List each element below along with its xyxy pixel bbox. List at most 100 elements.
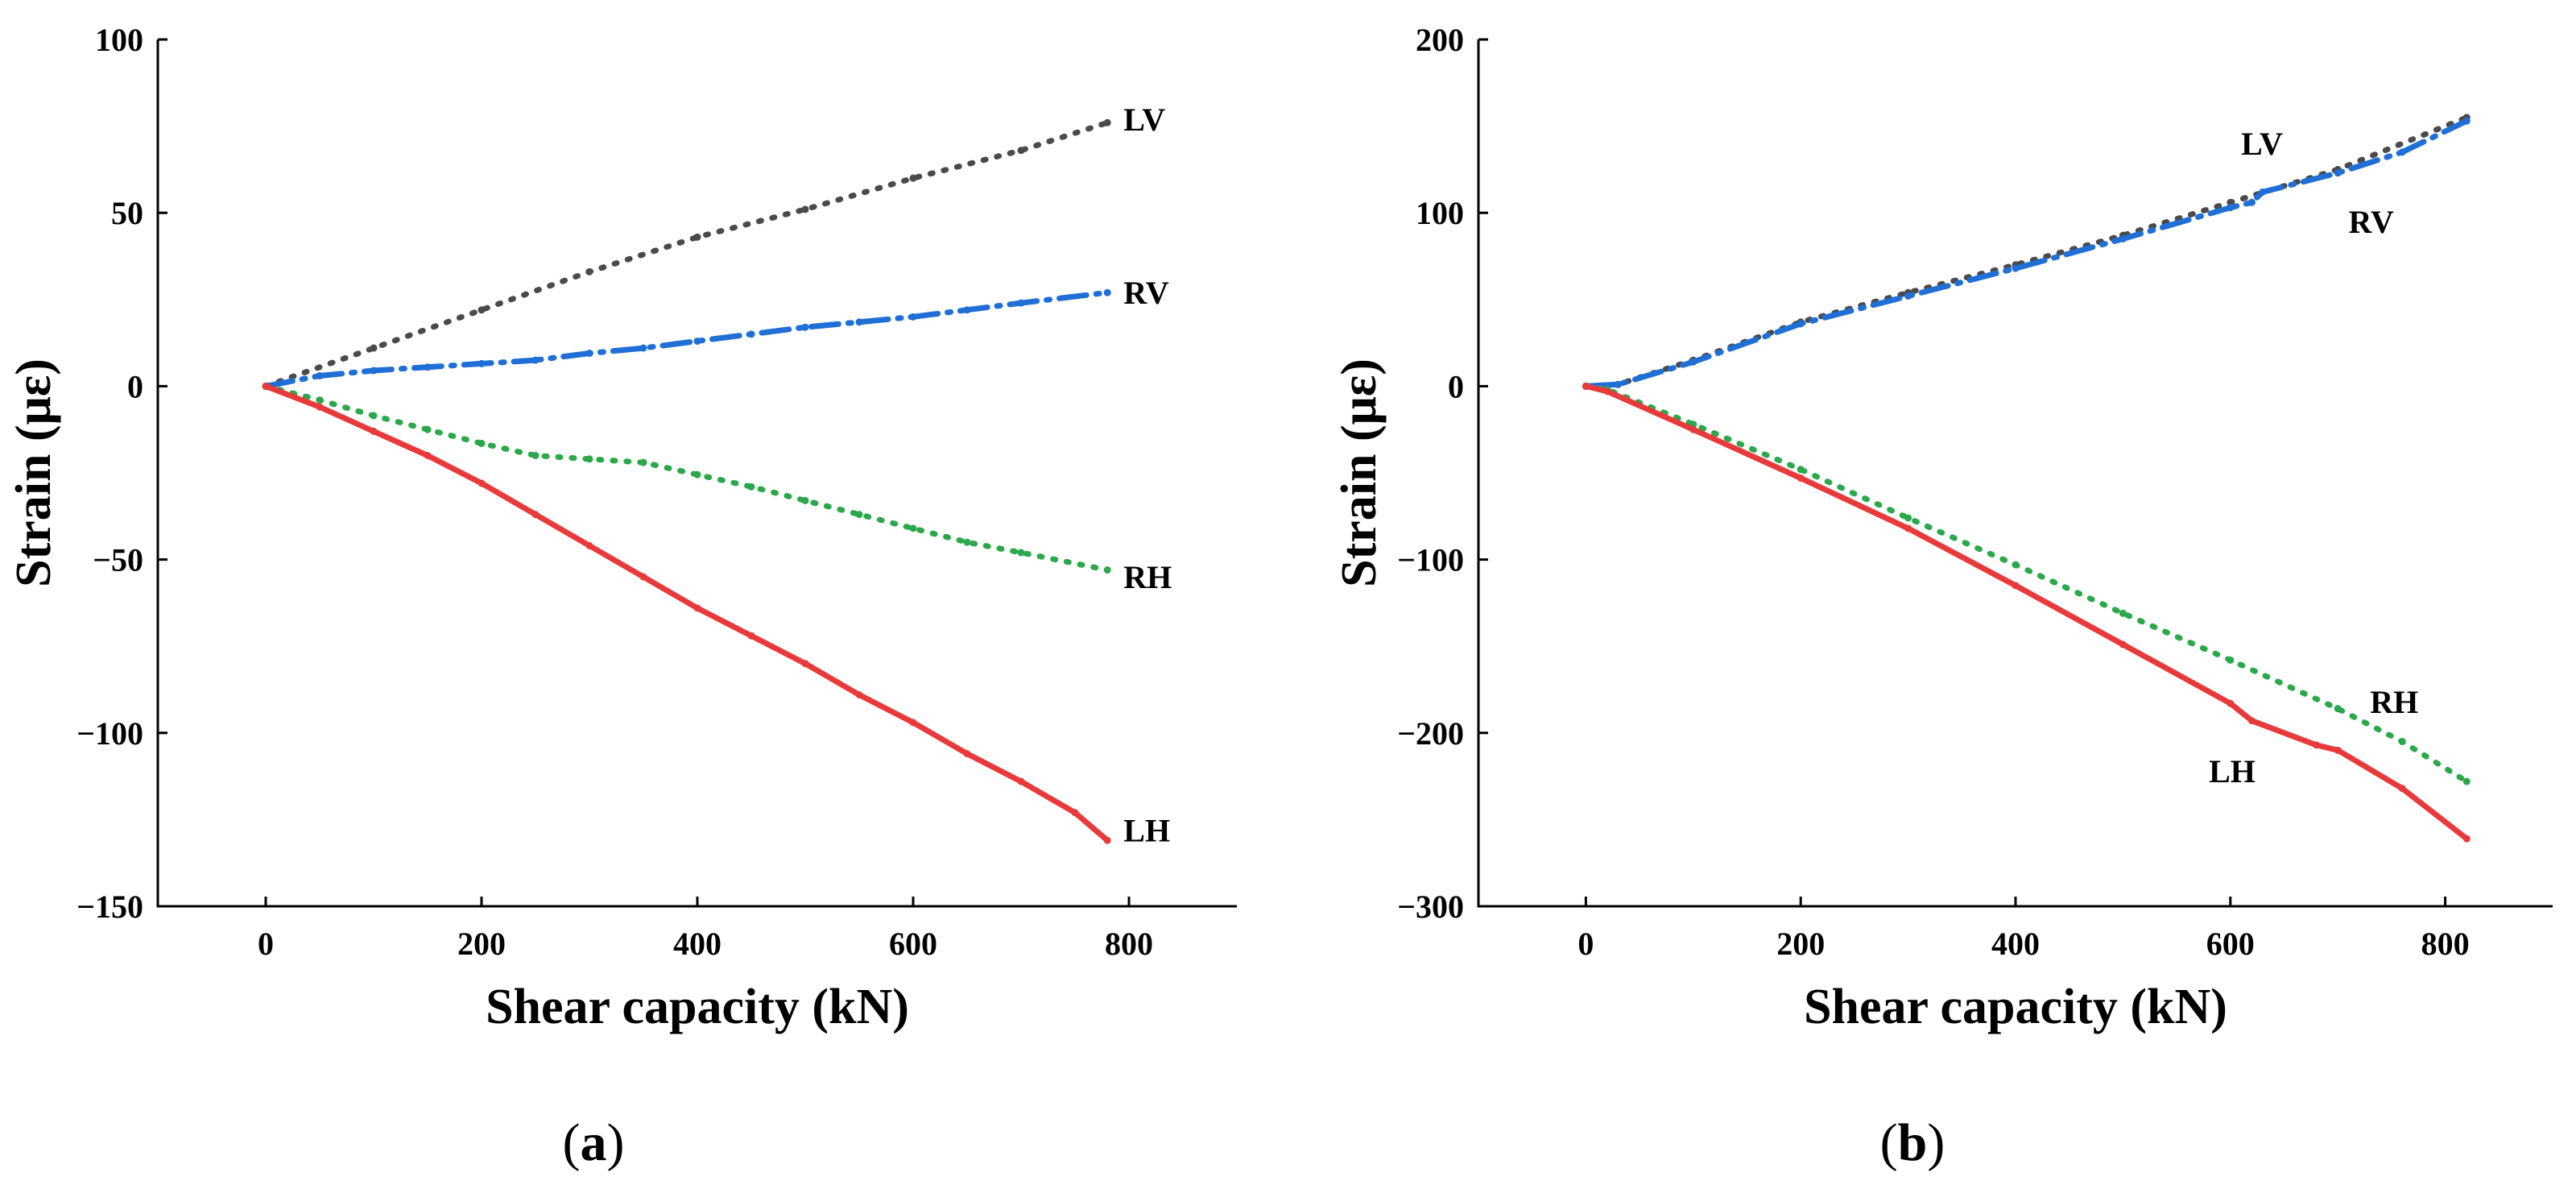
- data-point-lh: [316, 403, 324, 411]
- panel-label: (b): [1880, 1113, 1945, 1172]
- data-point-lh: [262, 382, 270, 390]
- data-point-rv: [1614, 380, 1622, 388]
- data-point-rh: [801, 496, 809, 504]
- data-point-lv: [801, 205, 809, 213]
- data-point-lh: [2227, 699, 2235, 707]
- data-point-rh: [531, 451, 540, 459]
- series-label-rh: RH: [1123, 559, 1172, 595]
- data-point-lh: [1582, 382, 1590, 390]
- panel-label: (a): [563, 1113, 625, 1172]
- data-point-lh: [1071, 809, 1079, 817]
- chart-panel-a: 0 200 400 600 800 −150 −100 −50 0 50 100 Shear capa…: [6, 22, 1237, 1172]
- data-point-lv: [1103, 118, 1111, 126]
- data-point-lh: [639, 573, 647, 581]
- data-point-rh: [370, 412, 378, 420]
- data-point-rv: [1904, 292, 1912, 300]
- data-point-rh: [316, 396, 324, 404]
- y-tick-label: −100: [1397, 542, 1464, 578]
- y-tick-label: −100: [76, 715, 143, 752]
- series-line-rh: [1582, 383, 2470, 785]
- series-line-lh: [263, 383, 1110, 843]
- data-point-rh: [2398, 738, 2406, 746]
- data-point-rh: [1797, 466, 1805, 474]
- data-point-rv: [1103, 288, 1111, 296]
- y-tick-label: −150: [76, 889, 143, 925]
- series-line-lv: [263, 119, 1110, 389]
- data-point-lh: [585, 541, 593, 549]
- data-point-lh: [424, 451, 432, 459]
- data-point-rh: [639, 458, 647, 466]
- data-point-rh: [424, 425, 432, 433]
- data-point-lv: [370, 344, 378, 352]
- data-point-lv: [478, 306, 486, 314]
- data-point-rv: [316, 371, 324, 379]
- data-point-lh: [1689, 425, 1697, 433]
- y-tick-label: 0: [127, 368, 143, 404]
- x-tick-label: 200: [457, 926, 506, 962]
- data-point-rv: [1797, 320, 1805, 328]
- data-point-rv: [424, 363, 432, 371]
- data-point-lh: [963, 750, 971, 758]
- y-tick-label: 50: [111, 195, 143, 231]
- series-line-rh: [263, 383, 1110, 573]
- data-point-lh: [2334, 746, 2342, 754]
- data-point-lh: [531, 511, 540, 519]
- x-axis-title: Shear capacity (kN): [1804, 980, 2227, 1034]
- data-point-rv: [855, 318, 863, 326]
- data-point-rv: [693, 337, 701, 345]
- y-tick-label: 100: [95, 22, 143, 58]
- data-point-rv: [2247, 198, 2256, 206]
- series-line-rv: [1582, 118, 2470, 389]
- data-point-lh: [478, 479, 486, 487]
- data-point-lv: [1017, 147, 1025, 155]
- series-line-lv: [1582, 114, 2470, 389]
- data-point-rh: [2119, 609, 2127, 617]
- data-point-lh: [1103, 836, 1111, 844]
- data-point-rv: [909, 313, 917, 321]
- data-point-rv: [2227, 204, 2235, 212]
- data-point-lv: [693, 233, 701, 241]
- data-point-lh: [909, 719, 917, 727]
- data-point-rh: [2462, 777, 2471, 785]
- data-point-rv: [370, 367, 378, 375]
- data-point-rv: [531, 356, 540, 364]
- data-point-lv: [909, 174, 917, 182]
- series-label-rv: RV: [2349, 204, 2394, 240]
- x-tick-label: 400: [673, 926, 722, 962]
- data-point-rv: [963, 306, 971, 314]
- data-point-rh: [1017, 549, 1025, 557]
- data-point-rv: [478, 359, 486, 367]
- data-point-lh: [1904, 524, 1912, 532]
- data-point-lh: [370, 427, 378, 435]
- series-label-lv: LV: [1123, 102, 1165, 138]
- data-point-rh: [585, 455, 593, 463]
- data-point-rh: [693, 470, 701, 479]
- data-point-lh: [2012, 582, 2020, 590]
- x-axis-title: Shear capacity (kN): [486, 980, 909, 1034]
- data-point-rv: [2462, 117, 2471, 125]
- data-point-rh: [2012, 561, 2020, 569]
- data-point-lv: [585, 267, 593, 276]
- data-point-rv: [2259, 188, 2267, 196]
- data-point-lh: [2462, 835, 2471, 843]
- data-point-lh: [2119, 640, 2127, 648]
- data-point-lh: [1017, 777, 1025, 785]
- y-tick-label: 0: [1448, 368, 1464, 404]
- data-point-rv: [585, 350, 593, 358]
- x-tick-label: 0: [1577, 926, 1594, 962]
- data-point-rv: [2398, 148, 2406, 156]
- data-point-rv: [2119, 234, 2127, 242]
- data-point-lh: [693, 604, 701, 612]
- data-point-rv: [1017, 299, 1025, 307]
- data-point-lh: [2313, 741, 2321, 749]
- data-point-rh: [478, 439, 486, 447]
- data-point-lh: [2398, 785, 2406, 793]
- data-point-rh: [2334, 705, 2342, 713]
- series-label-lh: LH: [2209, 753, 2256, 789]
- data-point-rv: [639, 344, 647, 352]
- data-point-rv: [2334, 169, 2342, 177]
- x-tick-label: 200: [1776, 926, 1825, 962]
- y-tick-label: −200: [1397, 715, 1464, 752]
- data-point-lh: [747, 632, 755, 640]
